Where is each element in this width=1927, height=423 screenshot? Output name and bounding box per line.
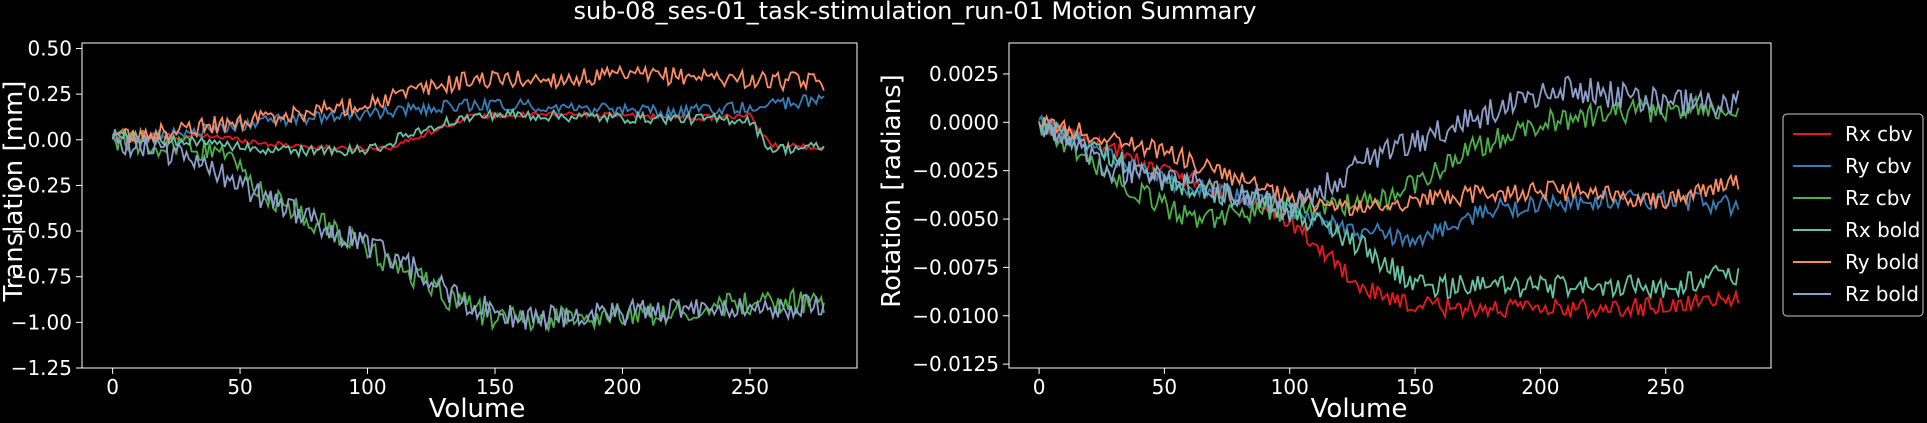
rotation-series-ry-bold	[1038, 113, 1740, 216]
rotation-series-ry-cbv	[1038, 113, 1740, 249]
legend-entry: Rx cbv	[1845, 122, 1913, 146]
translation-y-tick-label: 0.50	[27, 36, 72, 60]
rotation-series-rz-bold	[1038, 75, 1740, 223]
rotation-y-tick-label: −0.0025	[912, 159, 999, 183]
translation-x-tick-label: 200	[603, 375, 641, 399]
rotation-y-tick-label: 0.0025	[929, 62, 999, 86]
legend-entry: Rx bold	[1845, 218, 1920, 242]
translation-y-tick-label: 0.00	[27, 128, 72, 152]
translation-y-tick-label: −1.25	[11, 356, 72, 380]
translation-x-tick-label: 100	[348, 375, 386, 399]
rotation-y-tick-label: −0.0075	[912, 255, 999, 279]
legend-frame	[1782, 113, 1924, 317]
translation-x-tick-label: 250	[731, 375, 769, 399]
legend-entry: Rz cbv	[1845, 186, 1911, 210]
legend-entry: Rz bold	[1845, 282, 1919, 306]
rotation-y-tick-label: 0.0000	[929, 110, 999, 134]
translation-y-tick-label: −0.25	[11, 173, 72, 197]
rotation-axes-frame	[1008, 42, 1772, 369]
translation-series-5	[111, 129, 825, 332]
translation-y-tick-label: 0.25	[27, 82, 72, 106]
translation-y-axis-label: Translation [mm]	[0, 81, 29, 303]
rotation-y-tick-label: −0.0050	[912, 207, 999, 231]
translation-x-tick-label: 50	[227, 375, 252, 399]
rotation-x-tick-label: 250	[1647, 375, 1685, 399]
translation-series-2	[111, 127, 825, 333]
rotation-y-tick-label: −0.0125	[912, 352, 999, 376]
rotation-x-tick-label: 100	[1271, 375, 1309, 399]
rotation-x-tick-label: 50	[1152, 375, 1177, 399]
translation-y-tick-label: −0.75	[11, 265, 72, 289]
legend: Rx cbv Ry cbv Rz cbv Rx bold Ry bold Rz bold	[1782, 113, 1924, 317]
rotation-series-rz-cbv	[1038, 94, 1740, 229]
figure-title: sub-08_ses-01_task-stimulation_run-01 Mo…	[574, 0, 1257, 25]
translation-series-4	[111, 64, 825, 145]
translation-axes-frame	[81, 42, 858, 369]
translation-x-tick-label: 0	[106, 375, 119, 399]
legend-entry: Ry cbv	[1845, 154, 1912, 178]
translation-series-3	[112, 107, 825, 159]
rotation-y-axis-label: Rotation [radians]	[877, 74, 907, 308]
legend-entry: Ry bold	[1845, 250, 1919, 274]
rotation-y-tick-label: −0.0100	[912, 304, 999, 328]
translation-x-axis-label: Volume	[429, 394, 526, 423]
translation-x-tick-label: 150	[476, 375, 514, 399]
rotation-x-tick-label: 150	[1396, 375, 1434, 399]
translation-series-1	[111, 93, 825, 145]
translation-y-tick-label: −0.50	[11, 219, 72, 243]
translation-panel: Translation [mm] Volume 0 50 100 150 200 250 0…	[0, 36, 858, 423]
translation-y-tick-label: −1.00	[11, 310, 72, 334]
rotation-panel: Rotation [radians] Volume 0 50 100 150 200 25…	[877, 42, 1772, 423]
rotation-x-axis-label: Volume	[1311, 394, 1408, 423]
rotation-x-tick-label: 200	[1521, 375, 1559, 399]
rotation-x-tick-label: 0	[1033, 375, 1046, 399]
